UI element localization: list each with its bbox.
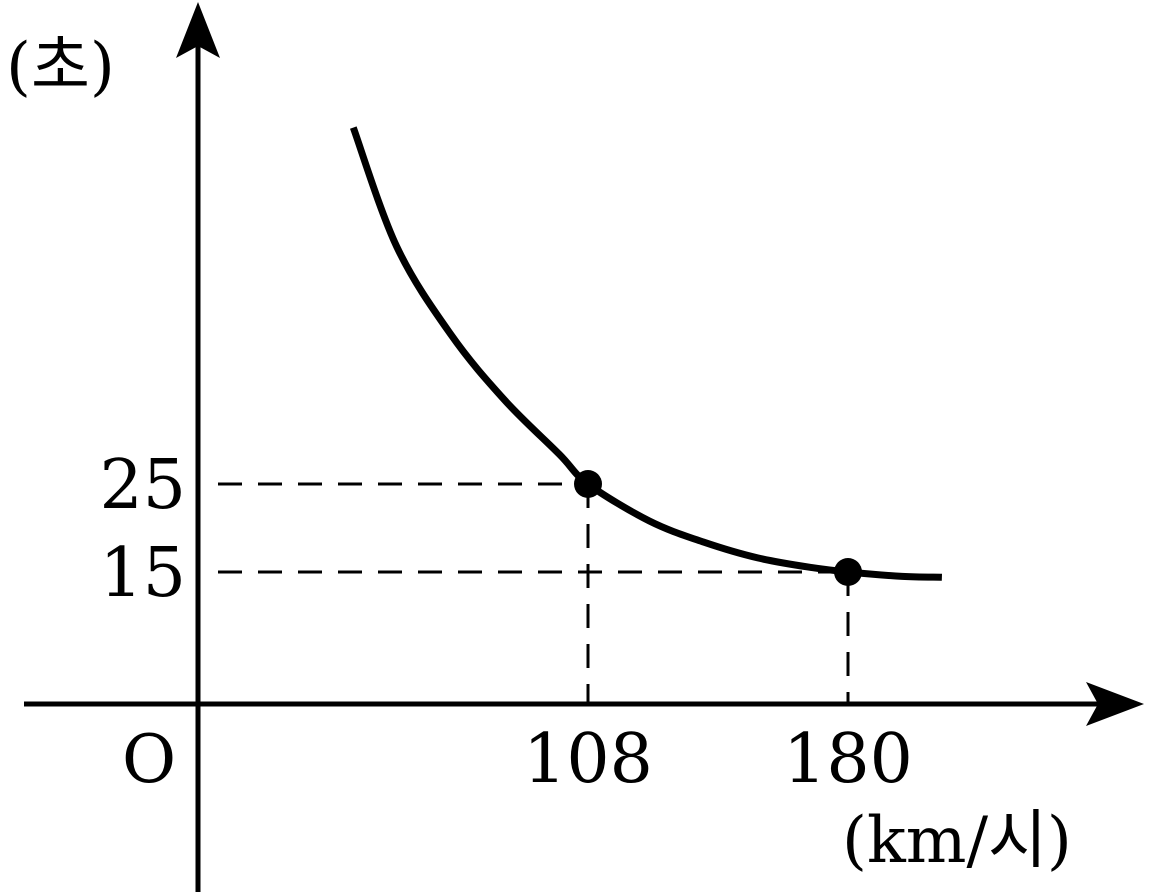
x-tick-label-1: 180 <box>783 720 913 799</box>
x-axis-label: (km/시) <box>842 804 1072 878</box>
series-curve <box>350 126 943 581</box>
guide-lines <box>218 482 850 704</box>
x-tick-label-0: 108 <box>523 720 653 799</box>
y-axis-label: (초) <box>6 30 115 104</box>
x-axis-arrow <box>1086 682 1144 726</box>
y-axis-arrow <box>176 2 220 58</box>
data-point-0 <box>574 470 602 498</box>
data-points <box>574 470 862 586</box>
x-tick-labels: 108 180 <box>523 720 913 799</box>
y-tick-label-1: 15 <box>99 534 186 613</box>
y-tick-label-0: 25 <box>99 446 186 525</box>
data-point-1 <box>834 558 862 586</box>
origin-label: O <box>122 721 176 798</box>
